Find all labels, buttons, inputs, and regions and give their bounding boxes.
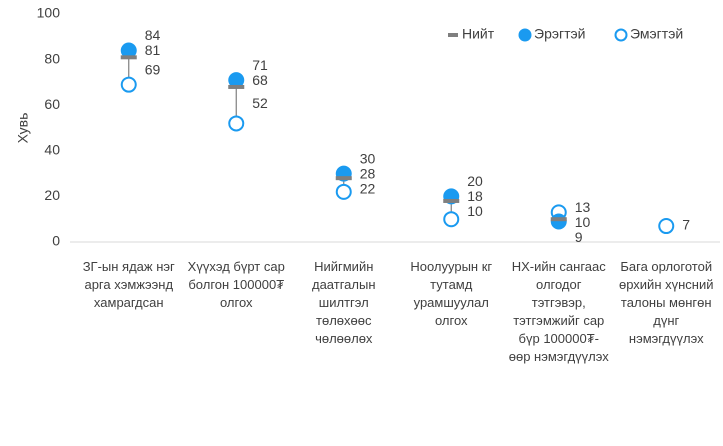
data-label: 20 — [467, 173, 483, 189]
dot-hollow — [658, 218, 675, 235]
dot-hollow — [335, 183, 352, 200]
x-tick-label: Нийгмийн даатгалын шилтгэл төлөхөөс чөлө… — [311, 259, 376, 346]
data-label: 18 — [467, 188, 483, 204]
data-label: 30 — [360, 150, 376, 166]
y-tick-label: 100 — [37, 5, 61, 21]
y-tick-label: 0 — [52, 233, 60, 249]
data-label: 71 — [252, 57, 268, 73]
data-label: 7 — [682, 217, 690, 233]
data-label: 10 — [467, 203, 483, 219]
dot-dash — [443, 198, 460, 203]
legend-swatch — [448, 33, 458, 37]
y-tick-label: 20 — [44, 187, 60, 203]
legend-swatch — [614, 28, 628, 42]
y-tick-label: 60 — [44, 96, 60, 112]
data-label: 10 — [575, 214, 591, 230]
legend-swatch — [518, 28, 532, 42]
x-tick-label: ЗГ-ын ядаж нэг арга хэмжээнд хамрагдсан — [82, 259, 175, 310]
x-tick-label: Бага орлоготой өрхийн хүнсний талоны мөн… — [618, 259, 714, 346]
x-tick-label: Хүүхэд бүрт сар болгон 100000₮ олгох — [187, 259, 285, 310]
dot-dash — [335, 176, 352, 181]
data-label: 69 — [145, 61, 161, 77]
data-label: 52 — [252, 95, 268, 111]
dot-hollow — [443, 211, 460, 228]
legend-label: Эрэгтэй — [534, 26, 585, 42]
data-label: 22 — [360, 180, 376, 196]
x-tick-label: НХ-ийн сангаас олгодог тэтгэвэр, тэтгэмж… — [508, 259, 609, 364]
legend-label: Нийт — [462, 26, 495, 42]
dot-hollow — [120, 76, 137, 93]
legend-label: Эмэгтэй — [630, 26, 683, 42]
dot-dash — [120, 55, 137, 60]
data-label: 28 — [360, 165, 376, 181]
dot-filled — [550, 213, 567, 230]
dot-dash — [228, 84, 245, 89]
y-tick-label: 40 — [44, 142, 60, 158]
y-axis-label: Хувь — [15, 113, 31, 144]
data-label: 68 — [252, 72, 268, 88]
x-tick-label: Ноолуурын кг тутамд урамшуулал олгох — [410, 259, 493, 328]
data-label: 84 — [145, 27, 161, 43]
data-label: 13 — [575, 199, 591, 215]
data-label: 9 — [575, 229, 583, 245]
dot-hollow — [228, 115, 245, 132]
dot-dash — [550, 217, 567, 222]
y-tick-label: 80 — [44, 50, 60, 66]
data-label: 81 — [145, 42, 161, 58]
